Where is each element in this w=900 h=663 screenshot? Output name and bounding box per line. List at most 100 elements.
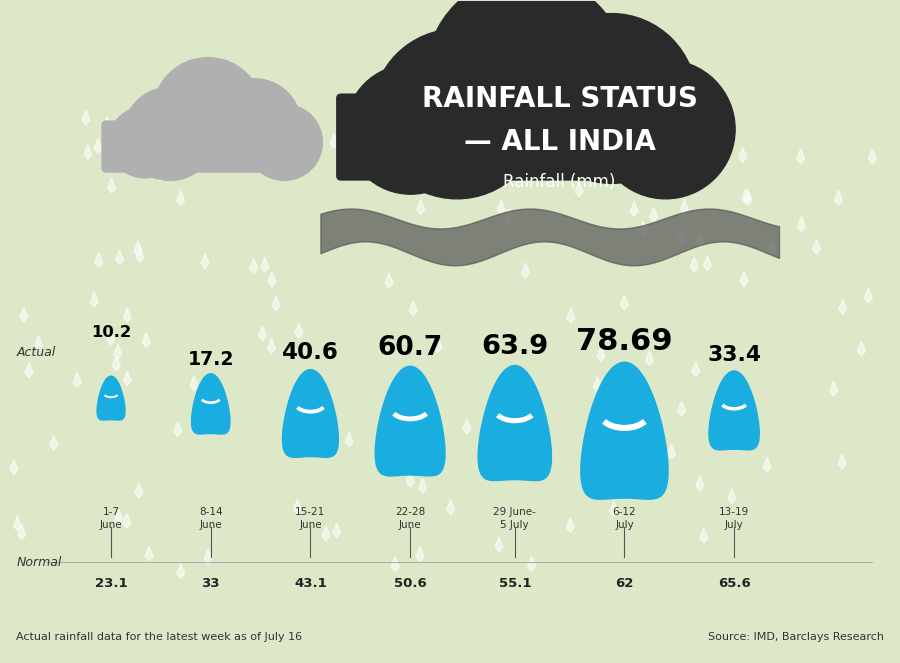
Polygon shape	[575, 182, 583, 197]
Polygon shape	[97, 376, 125, 420]
Polygon shape	[626, 421, 634, 436]
Text: 33: 33	[202, 577, 220, 591]
Polygon shape	[518, 404, 526, 420]
Polygon shape	[742, 189, 750, 204]
Polygon shape	[416, 546, 424, 562]
Polygon shape	[566, 517, 574, 532]
Polygon shape	[592, 120, 600, 135]
Text: 40.6: 40.6	[282, 341, 339, 365]
Polygon shape	[639, 221, 647, 236]
Polygon shape	[696, 476, 704, 491]
Polygon shape	[107, 178, 115, 193]
Text: 8-14
June: 8-14 June	[199, 507, 222, 530]
Polygon shape	[597, 347, 605, 361]
Text: 15-21
June: 15-21 June	[295, 507, 326, 530]
Polygon shape	[322, 526, 330, 541]
Text: 33.4: 33.4	[707, 345, 761, 365]
Text: Normal: Normal	[16, 556, 62, 569]
Polygon shape	[122, 513, 130, 528]
Polygon shape	[650, 208, 658, 222]
Circle shape	[208, 79, 302, 172]
Polygon shape	[176, 191, 184, 206]
Polygon shape	[696, 231, 704, 247]
Polygon shape	[495, 393, 503, 408]
Text: 29 June-
5 July: 29 June- 5 July	[493, 507, 536, 530]
Polygon shape	[446, 500, 454, 514]
Text: 50.6: 50.6	[393, 577, 427, 591]
Polygon shape	[104, 117, 112, 132]
Polygon shape	[744, 190, 752, 206]
Polygon shape	[136, 247, 144, 263]
Polygon shape	[192, 374, 230, 434]
FancyBboxPatch shape	[336, 93, 670, 180]
Polygon shape	[630, 202, 638, 217]
Text: 55.1: 55.1	[499, 577, 531, 591]
Polygon shape	[797, 217, 806, 231]
Polygon shape	[695, 112, 703, 127]
Polygon shape	[201, 253, 209, 269]
Text: Actual rainfall data for the latest week as of July 16: Actual rainfall data for the latest week…	[16, 632, 302, 642]
Polygon shape	[156, 166, 164, 181]
Polygon shape	[406, 472, 414, 487]
Polygon shape	[114, 344, 122, 359]
Circle shape	[426, 0, 627, 176]
Polygon shape	[839, 300, 847, 314]
Polygon shape	[796, 149, 805, 164]
Text: 10.2: 10.2	[91, 326, 131, 341]
Polygon shape	[115, 509, 123, 524]
Circle shape	[246, 104, 322, 180]
Polygon shape	[73, 373, 81, 387]
Polygon shape	[35, 335, 42, 351]
Polygon shape	[434, 337, 442, 352]
Polygon shape	[116, 250, 123, 265]
Text: 23.1: 23.1	[94, 577, 128, 591]
Polygon shape	[388, 103, 396, 117]
Text: Rainfall (mm): Rainfall (mm)	[503, 172, 616, 191]
Polygon shape	[227, 129, 235, 144]
Polygon shape	[134, 241, 142, 256]
Polygon shape	[709, 371, 760, 450]
Polygon shape	[768, 241, 776, 255]
Polygon shape	[398, 389, 406, 404]
Polygon shape	[728, 489, 735, 504]
Polygon shape	[50, 436, 58, 450]
Polygon shape	[255, 134, 263, 149]
Text: 62: 62	[616, 577, 634, 591]
Polygon shape	[527, 556, 536, 572]
Polygon shape	[345, 432, 353, 447]
Polygon shape	[699, 528, 707, 543]
Polygon shape	[333, 523, 340, 538]
Text: 22-28
June: 22-28 June	[395, 507, 425, 530]
Polygon shape	[580, 362, 668, 499]
Polygon shape	[249, 259, 257, 273]
Polygon shape	[190, 376, 198, 391]
Polygon shape	[142, 333, 150, 347]
Polygon shape	[94, 253, 103, 267]
Polygon shape	[678, 401, 686, 416]
Polygon shape	[400, 440, 409, 455]
Polygon shape	[330, 133, 338, 149]
Polygon shape	[678, 230, 686, 245]
Polygon shape	[422, 442, 430, 457]
Text: Actual: Actual	[16, 346, 56, 359]
Polygon shape	[478, 365, 552, 481]
Polygon shape	[536, 158, 544, 172]
Text: 43.1: 43.1	[294, 577, 327, 591]
Polygon shape	[417, 200, 425, 215]
Text: 65.6: 65.6	[717, 577, 751, 591]
Polygon shape	[10, 459, 18, 475]
Polygon shape	[668, 444, 675, 459]
Polygon shape	[20, 307, 28, 322]
Polygon shape	[282, 121, 290, 136]
Text: 78.69: 78.69	[576, 328, 673, 356]
Polygon shape	[267, 338, 275, 353]
Polygon shape	[84, 145, 92, 160]
Text: 13-19
July: 13-19 July	[719, 507, 749, 530]
Polygon shape	[375, 367, 445, 476]
Polygon shape	[90, 292, 98, 307]
Polygon shape	[593, 377, 601, 392]
Polygon shape	[272, 296, 280, 311]
Polygon shape	[268, 272, 276, 287]
Polygon shape	[82, 110, 90, 125]
Polygon shape	[176, 564, 184, 579]
